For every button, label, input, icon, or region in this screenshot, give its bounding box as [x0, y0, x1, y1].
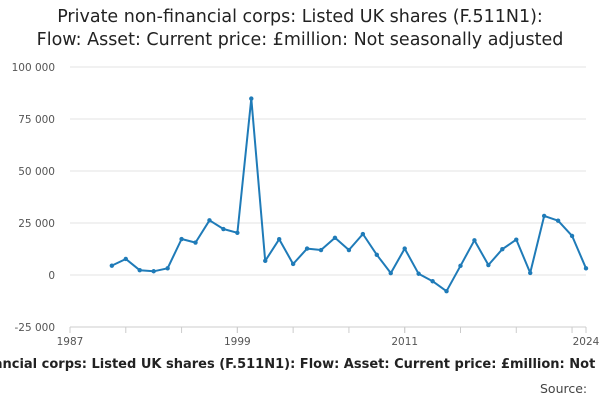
data-point — [541, 213, 547, 219]
y-tick-label: 50 000 — [18, 166, 55, 178]
y-tick-label: -25 000 — [14, 322, 55, 334]
data-point — [416, 271, 421, 276]
data-point — [263, 258, 268, 264]
x-tick-label: 1999 — [224, 336, 251, 348]
data-point — [249, 96, 254, 101]
data-point — [318, 247, 324, 253]
data-point — [388, 270, 393, 276]
data-point — [193, 240, 198, 245]
data-point — [165, 266, 170, 271]
data-point — [179, 236, 184, 242]
data-point — [500, 247, 505, 252]
data-points — [109, 96, 589, 294]
data-point — [402, 246, 407, 251]
chart-title-line-2: Flow: Asset: Current price: £million: No… — [36, 30, 564, 50]
data-point — [472, 238, 477, 243]
data-point — [583, 266, 589, 271]
series-line — [111, 97, 587, 293]
data-point — [332, 235, 338, 240]
data-point — [276, 237, 282, 242]
data-point — [109, 263, 115, 268]
x-tick-label: 1987 — [57, 336, 84, 348]
source-label: Source: — [540, 381, 588, 396]
data-point — [290, 261, 296, 267]
y-tick-label: 75 000 — [18, 114, 55, 126]
data-point — [514, 237, 519, 242]
x-tick-label: 2024 — [573, 336, 600, 348]
data-point — [346, 247, 352, 253]
data-point — [123, 256, 128, 262]
data-point — [555, 218, 561, 223]
y-axis-labels: -25 000 0 25 000 50 000 75 000 100 000 — [12, 62, 55, 334]
chart-title-line-1: Private non-financial corps: Listed UK s… — [57, 7, 543, 27]
data-point — [374, 252, 380, 258]
data-point — [235, 230, 240, 235]
data-point — [486, 262, 491, 268]
data-point — [430, 279, 435, 284]
data-point — [569, 233, 575, 239]
x-tick-label: 2011 — [391, 336, 418, 348]
data-point — [444, 289, 449, 294]
grid-lines — [70, 66, 586, 328]
chart-title: Private non-financial corps: Listed UK s… — [0, 6, 600, 52]
y-tick-label: 0 — [48, 270, 55, 282]
data-point — [360, 231, 366, 237]
x-axis-labels: 1987 1999 2011 2024 — [57, 336, 600, 348]
chart-caption: financial corps: Listed UK shares (F.511… — [0, 357, 600, 372]
y-tick-label: 100 000 — [12, 62, 55, 74]
data-point — [221, 226, 226, 232]
data-point — [137, 268, 142, 273]
data-point — [458, 263, 463, 269]
data-point — [528, 270, 533, 276]
data-point — [304, 246, 310, 251]
data-point — [207, 218, 212, 223]
x-axis — [69, 326, 587, 333]
y-tick-label: 25 000 — [18, 218, 55, 230]
data-point — [151, 269, 156, 274]
